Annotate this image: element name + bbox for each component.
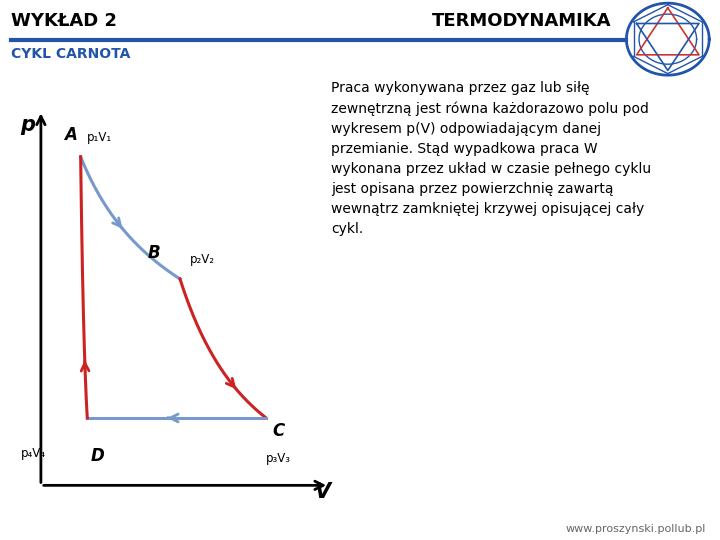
Text: www.proszynski.pollub.pl: www.proszynski.pollub.pl: [565, 524, 706, 534]
Text: WYKŁAD 2: WYKŁAD 2: [11, 12, 117, 30]
Text: p: p: [20, 114, 35, 134]
Text: D: D: [91, 448, 104, 465]
Text: Praca wykonywana przez gaz lub siłę
zewnętrzną jest równa każdorazowo polu pod
w: Praca wykonywana przez gaz lub siłę zewn…: [331, 81, 652, 236]
Text: B: B: [148, 244, 160, 262]
Text: C: C: [273, 422, 285, 440]
Text: CYKL CARNOTA: CYKL CARNOTA: [11, 46, 130, 60]
Text: TERMODYNAMIKA: TERMODYNAMIKA: [432, 12, 611, 30]
Text: p₄V₄: p₄V₄: [21, 448, 46, 461]
Text: p₁V₁: p₁V₁: [87, 131, 112, 144]
Text: A: A: [65, 126, 77, 144]
Text: V: V: [315, 482, 330, 502]
Text: p₃V₃: p₃V₃: [266, 451, 291, 464]
Text: p₂V₂: p₂V₂: [190, 253, 215, 266]
